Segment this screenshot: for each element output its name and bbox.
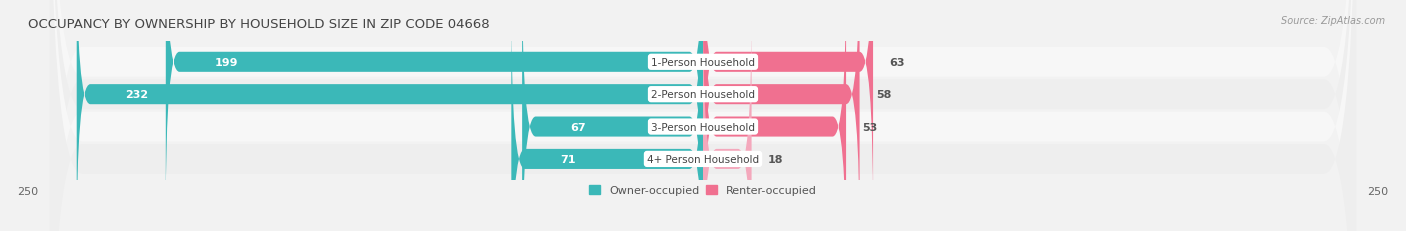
Text: 1-Person Household: 1-Person Household (651, 58, 755, 67)
Text: OCCUPANCY BY OWNERSHIP BY HOUSEHOLD SIZE IN ZIP CODE 04668: OCCUPANCY BY OWNERSHIP BY HOUSEHOLD SIZE… (28, 18, 489, 31)
Text: 199: 199 (214, 58, 238, 67)
FancyBboxPatch shape (703, 0, 859, 231)
FancyBboxPatch shape (49, 0, 1357, 231)
FancyBboxPatch shape (77, 0, 703, 231)
Text: 71: 71 (560, 154, 575, 164)
FancyBboxPatch shape (512, 8, 703, 231)
FancyBboxPatch shape (703, 8, 752, 231)
Text: 63: 63 (889, 58, 905, 67)
Text: 2-Person Household: 2-Person Household (651, 90, 755, 100)
Text: 58: 58 (876, 90, 891, 100)
Text: 53: 53 (862, 122, 877, 132)
Legend: Owner-occupied, Renter-occupied: Owner-occupied, Renter-occupied (585, 180, 821, 200)
Text: 232: 232 (125, 90, 149, 100)
FancyBboxPatch shape (166, 0, 703, 214)
FancyBboxPatch shape (49, 0, 1357, 231)
Text: 4+ Person Household: 4+ Person Household (647, 154, 759, 164)
FancyBboxPatch shape (49, 0, 1357, 231)
Text: Source: ZipAtlas.com: Source: ZipAtlas.com (1281, 16, 1385, 26)
FancyBboxPatch shape (703, 0, 873, 214)
FancyBboxPatch shape (49, 0, 1357, 231)
Text: 67: 67 (571, 122, 586, 132)
FancyBboxPatch shape (522, 0, 703, 231)
Text: 18: 18 (768, 154, 783, 164)
Text: 3-Person Household: 3-Person Household (651, 122, 755, 132)
FancyBboxPatch shape (703, 0, 846, 231)
